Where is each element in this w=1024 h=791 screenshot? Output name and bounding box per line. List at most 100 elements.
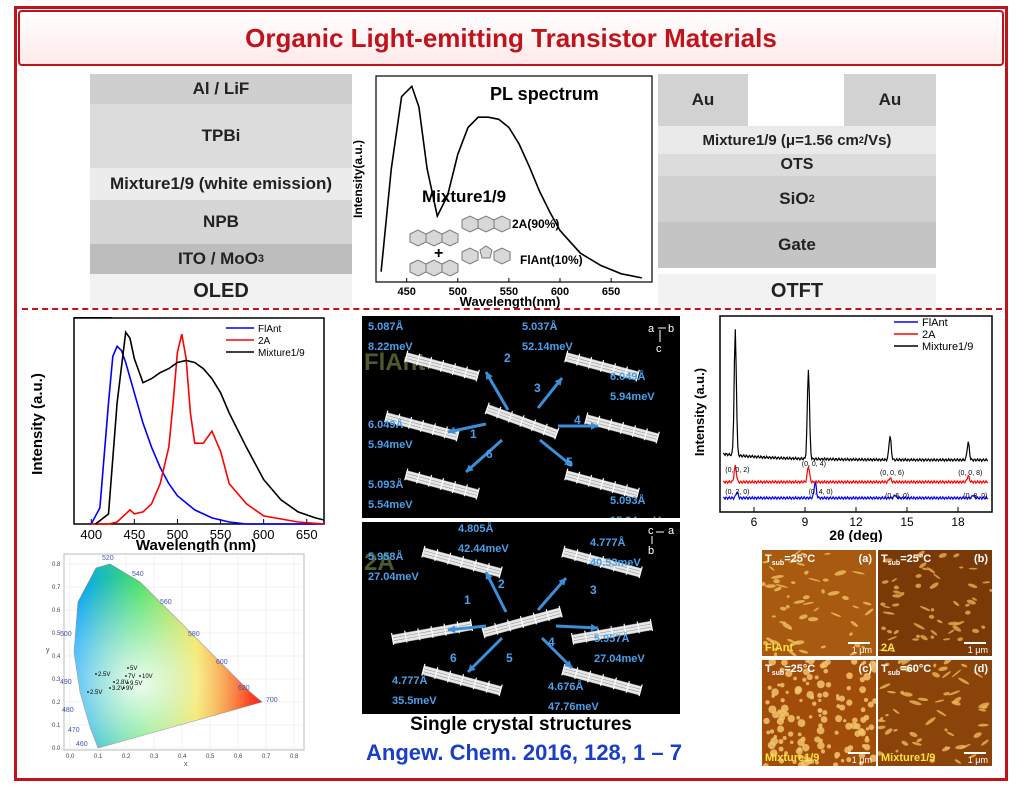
- afm-image: Tsub=25°C (a) FlAnt 1 μm: [762, 550, 876, 656]
- afm-sub: sub: [771, 560, 785, 568]
- title-bar: Organic Light-emitting Transistor Materi…: [18, 10, 1004, 66]
- afm-scale-bar: [964, 642, 986, 644]
- otft-mixture-pre: Mixture1/9 (: [702, 131, 786, 149]
- molecule-icon: [384, 410, 460, 442]
- flant-energy: 5.94meV: [368, 439, 413, 451]
- xrd-peak-label: (0, 0, 2): [725, 467, 749, 474]
- otft-gate: Gate: [658, 222, 936, 268]
- otft-au-right: Au: [844, 74, 936, 126]
- section-divider: [22, 308, 1002, 310]
- emission-xtick-label: 500: [167, 527, 189, 542]
- flant-axis-a: a: [648, 323, 655, 335]
- flant-index: 4: [574, 413, 581, 427]
- afm-temp: =25°C: [784, 663, 816, 675]
- flant-index: 1: [470, 427, 477, 441]
- otft-mixture-post: /Vs): [863, 131, 892, 149]
- molecule-icon: [484, 402, 560, 440]
- afm-t: T: [881, 553, 888, 565]
- molecule-2a-icon: [409, 215, 511, 247]
- cie-xtick: 0.6: [234, 754, 243, 760]
- afm-temp: =25°C: [900, 553, 932, 565]
- xrd-line-2a: [722, 464, 989, 485]
- reference: Angew. Chem. 2016, 128, 1 – 7: [366, 740, 682, 765]
- packing-arrowhead: [590, 422, 598, 430]
- otft-au-left: Au: [658, 74, 748, 126]
- page-title: Organic Light-emitting Transistor Materi…: [245, 22, 777, 53]
- flant-index: 6: [486, 447, 493, 461]
- packing-arrowhead: [466, 464, 474, 472]
- packing-arrow: [484, 571, 508, 613]
- afm-temp: =25°C: [784, 553, 816, 565]
- packing-arrow: [466, 636, 504, 674]
- cie-point-label: 5V: [130, 666, 137, 672]
- pl-comp-a: 2A(90%): [512, 217, 559, 231]
- xrd-chart: 6 9 12 15 18 (0, 0, 2) (0, 0, 4) (0, 0, 6) (0, …: [692, 315, 993, 542]
- oled-layer-tpbi: TPBi: [90, 104, 352, 168]
- afm-scale-bar: [964, 752, 986, 754]
- emission-ylabel: Intensity (a.u.): [29, 373, 46, 475]
- xrd-ylabel: Intensity (a.u.): [692, 368, 707, 456]
- twoa-axis-c: c: [648, 525, 654, 537]
- twoa-index: 3: [590, 583, 597, 597]
- cie-wavelength: 540: [132, 571, 144, 578]
- flant-energy: 5.54meV: [368, 499, 413, 511]
- afm-sample-name: Mixture1/9: [881, 752, 936, 764]
- molecule-icon: [404, 350, 480, 382]
- afm-t: T: [765, 553, 772, 565]
- afm-scale-label: 1 μm: [967, 755, 988, 765]
- afm-t: T: [881, 663, 888, 675]
- molecule-icon: [421, 545, 503, 579]
- cie-xtick: 0.0: [66, 754, 75, 760]
- xrd-peak-label: (0, 0, 6): [880, 470, 904, 477]
- pl-xtick-label: 450: [397, 286, 415, 298]
- cie-point-label: 2.5V: [98, 672, 110, 678]
- packing-arrowhead: [448, 625, 456, 634]
- crystal-flant-panel: FlAnt a b c 5.087Å 8.22meV 2 5.037Å 52.14meV 3 6.0…: [362, 316, 680, 518]
- xrd-peak-label: (0, 0, 4): [802, 461, 826, 468]
- cie-yaxis: y: [46, 647, 50, 654]
- afm-sample-name: FlAnt: [765, 642, 794, 654]
- pl-series-line: [380, 84, 642, 279]
- cie-point: [127, 667, 129, 669]
- twoa-energy: 42.44meV: [458, 543, 509, 555]
- packing-arrowhead: [564, 458, 572, 466]
- cie-ytick: 0.7: [52, 585, 61, 591]
- cie-wavelength: 490: [60, 679, 72, 686]
- otft-sio: SiO: [779, 189, 809, 208]
- cie-xtick: 0.2: [122, 754, 131, 760]
- otft-mixture: Mixture1/9 (μ =1.56 cm 2/Vs): [658, 126, 936, 154]
- packing-arrowhead: [554, 378, 562, 386]
- cie-xaxis: x: [184, 761, 188, 768]
- twoa-index: 6: [450, 651, 457, 665]
- xrd-xtick-label: 9: [802, 515, 809, 529]
- cie-xtick: 0.3: [150, 754, 159, 760]
- cie-xtick: 0.4: [178, 754, 187, 760]
- cie-white-region: [74, 564, 262, 748]
- cie-point-label: 3.2V: [112, 686, 124, 692]
- cie-ytick: 0.1: [52, 723, 61, 729]
- xrd-peak-label: (0, 0, 8): [958, 470, 982, 477]
- oled-layer-al: Al / LiF: [90, 74, 352, 104]
- afm-image: Tsub=25°C (b) 2A 1 μm: [878, 550, 992, 656]
- twoa-energy: 40.53meV: [590, 557, 641, 569]
- packing-arrowhead: [590, 623, 598, 632]
- afm-scale-bar: [848, 642, 870, 644]
- oled-layer-npb: NPB: [90, 200, 352, 244]
- cie-xtick: 0.8: [290, 754, 299, 760]
- twoa-distance: 4.805Å: [458, 522, 494, 535]
- packing-arrowhead: [448, 426, 456, 435]
- twoa-name: 2A: [364, 549, 395, 576]
- pl-xlabel: Wavelength(nm): [460, 294, 561, 309]
- afm-sub: sub: [771, 670, 785, 678]
- flant-energy: 8.22meV: [368, 341, 413, 353]
- flant-distance: 6.049Å: [368, 418, 404, 431]
- molecule-icon: [421, 663, 503, 697]
- ito-sub: 3: [257, 253, 265, 265]
- twoa-distance: 4.676Å: [548, 680, 584, 693]
- afm-tag: (d): [973, 663, 988, 675]
- flant-energy: 5.94meV: [610, 391, 655, 403]
- cie-xtick: 0.5: [206, 754, 215, 760]
- flant-index: 2: [504, 351, 511, 365]
- cie-point: [125, 675, 127, 677]
